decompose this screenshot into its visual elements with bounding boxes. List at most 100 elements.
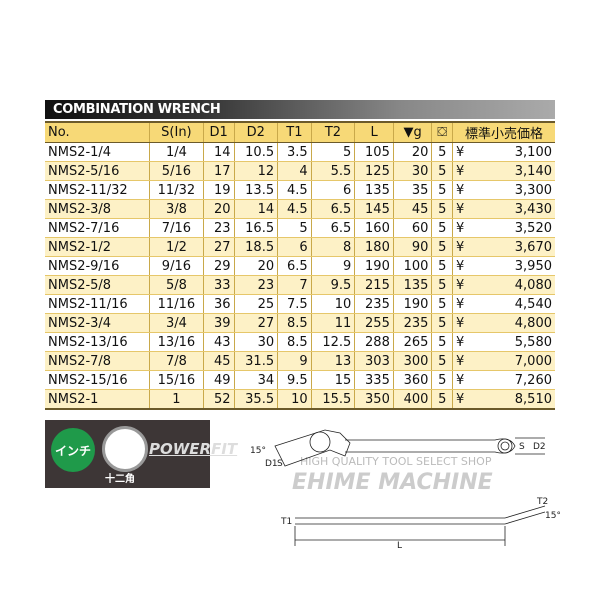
table-row: NMS2-15/16 15/16 49 34 9.5 15 335 360 5 ¥7,260: [45, 370, 555, 390]
cell-d1: 20: [202, 199, 235, 219]
cell-length: 350: [354, 389, 394, 410]
cell-t1: 8.5: [277, 313, 312, 333]
cell-t1: 7.5: [277, 294, 312, 314]
price-value: 5,580: [514, 334, 552, 350]
currency-symbol: ¥: [455, 372, 465, 388]
cell-qty: 5: [431, 370, 453, 390]
price-value: 4,080: [514, 277, 552, 293]
cell-t1: 6: [277, 237, 312, 257]
cell-size: 5/16: [148, 161, 204, 181]
cell-t2: 10: [310, 294, 355, 314]
cell-d1: 23: [202, 218, 235, 238]
cell-d2: 31.5: [233, 351, 278, 371]
price-value: 3,950: [514, 258, 552, 274]
cell-no: NMS2-1: [45, 389, 150, 410]
wrench-diagram: 15° D1 S S D2 T1 T2 15° L: [250, 429, 560, 548]
currency-symbol: ¥: [455, 277, 465, 293]
cell-t2: 15.5: [310, 389, 355, 410]
currency-symbol: ¥: [455, 201, 465, 217]
price-value: 3,100: [514, 144, 552, 160]
cell-t1: 10: [277, 389, 312, 410]
cell-length: 215: [354, 275, 394, 295]
dim-label: S: [519, 442, 525, 452]
cell-weight: 265: [392, 332, 432, 352]
table-row: NMS2-1 1 52 35.5 10 15.5 350 400 5 ¥8,510: [45, 389, 555, 410]
twelve-point-label: 十二角: [105, 474, 135, 485]
cell-d2: 30: [233, 332, 278, 352]
cell-no: NMS2-3/4: [45, 313, 150, 333]
cell-price: ¥4,540: [451, 294, 555, 314]
cell-no: NMS2-9/16: [45, 256, 150, 276]
col-header-d2: D2: [233, 121, 278, 143]
cell-d2: 35.5: [233, 389, 278, 410]
price-value: 7,260: [514, 372, 552, 388]
cell-t2: 12.5: [310, 332, 355, 352]
cell-no: NMS2-1/2: [45, 237, 150, 257]
cell-qty: 5: [431, 142, 453, 162]
currency-symbol: ¥: [455, 315, 465, 331]
cell-price: ¥7,000: [451, 351, 555, 371]
col-header-weight: ▼g: [392, 121, 432, 143]
cell-d1: 29: [202, 256, 235, 276]
currency-symbol: ¥: [455, 182, 465, 198]
cell-d1: 52: [202, 389, 235, 410]
cell-weight: 90: [392, 237, 432, 257]
currency-symbol: ¥: [455, 296, 465, 312]
cell-qty: 5: [431, 180, 453, 200]
cell-no: NMS2-3/8: [45, 199, 150, 219]
cell-no: NMS2-11/32: [45, 180, 150, 200]
cell-no: NMS2-15/16: [45, 370, 150, 390]
cell-price: ¥3,300: [451, 180, 555, 200]
cell-size: 3/4: [148, 313, 204, 333]
price-value: 3,430: [514, 201, 552, 217]
cell-size: 7/8: [148, 351, 204, 371]
cell-qty: 5: [431, 237, 453, 257]
cell-qty: 5: [431, 313, 453, 333]
cell-weight: 35: [392, 180, 432, 200]
dim-label: D1: [265, 459, 278, 469]
cell-qty: 5: [431, 389, 453, 410]
currency-symbol: ¥: [455, 258, 465, 274]
cell-d1: 14: [202, 142, 235, 162]
cell-price: ¥3,430: [451, 199, 555, 219]
cell-price: ¥3,100: [451, 142, 555, 162]
cell-no: NMS2-1/4: [45, 142, 150, 162]
cell-size: 5/8: [148, 275, 204, 295]
table-row: NMS2-7/16 7/16 23 16.5 5 6.5 160 60 5 ¥3,520: [45, 218, 555, 238]
col-header-price: 標準小売価格: [451, 121, 555, 143]
col-header-t1: T1: [277, 121, 312, 143]
cell-t1: 9.5: [277, 370, 312, 390]
dim-label: D2: [533, 442, 546, 452]
cell-size: 1/4: [148, 142, 204, 162]
cell-length: 105: [354, 142, 394, 162]
cell-no: NMS2-11/16: [45, 294, 150, 314]
dim-label: T2: [536, 497, 548, 507]
cell-length: 190: [354, 256, 394, 276]
table-row: NMS2-7/8 7/8 45 31.5 9 13 303 300 5 ¥7,000: [45, 351, 555, 371]
cell-weight: 400: [392, 389, 432, 410]
currency-symbol: ¥: [455, 334, 465, 350]
price-value: 3,140: [514, 163, 552, 179]
dim-label: 15°: [250, 446, 266, 456]
cell-price: ¥7,260: [451, 370, 555, 390]
dim-label: L: [397, 541, 402, 548]
cell-size: 13/16: [148, 332, 204, 352]
cell-no: NMS2-7/16: [45, 218, 150, 238]
cell-no: NMS2-13/16: [45, 332, 150, 352]
cell-d2: 34: [233, 370, 278, 390]
cell-length: 303: [354, 351, 394, 371]
table-row: NMS2-3/4 3/4 39 27 8.5 11 255 235 5 ¥4,800: [45, 313, 555, 333]
cell-size: 11/32: [148, 180, 204, 200]
cell-t1: 7: [277, 275, 312, 295]
cell-t2: 6: [310, 180, 355, 200]
cell-d2: 27: [233, 313, 278, 333]
cell-size: 7/16: [148, 218, 204, 238]
cell-qty: 5: [431, 256, 453, 276]
cell-t1: 6.5: [277, 256, 312, 276]
cell-d1: 43: [202, 332, 235, 352]
cell-t1: 4.5: [277, 180, 312, 200]
price-value: 8,510: [514, 391, 552, 407]
cell-price: ¥3,670: [451, 237, 555, 257]
table-row: NMS2-13/16 13/16 43 30 8.5 12.5 288 265 5 ¥5,580: [45, 332, 555, 352]
cell-qty: 5: [431, 199, 453, 219]
